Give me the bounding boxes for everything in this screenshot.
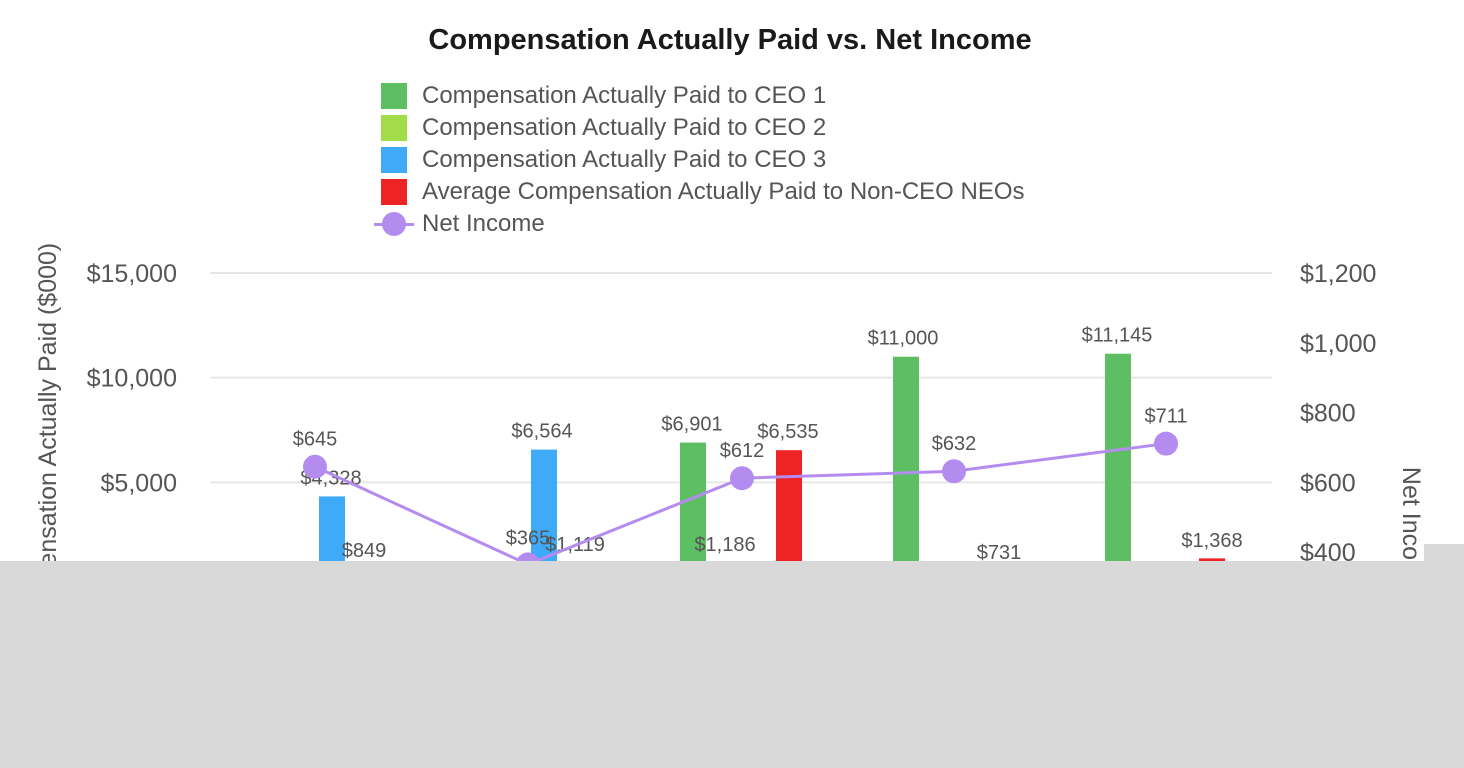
- net-income-point: [1154, 431, 1178, 456]
- neo-data-label: $1,368: [1181, 530, 1242, 552]
- legend-marker-net-income: [374, 211, 414, 237]
- gray-overlay-step: [1424, 544, 1464, 564]
- legend-swatch-ceo3: [381, 147, 407, 173]
- net-income-data-label: $645: [293, 429, 338, 451]
- chart-title: Compensation Actually Paid vs. Net Incom…: [428, 24, 1032, 56]
- y2-tick-label: $600: [1300, 469, 1356, 497]
- legend-item-ceo2: Compensation Actually Paid to CEO 2: [374, 112, 1025, 144]
- legend-label-ceo1: Compensation Actually Paid to CEO 1: [422, 82, 827, 109]
- bar-data-label: $6,901: [661, 414, 722, 436]
- neo-data-label: $849: [342, 540, 387, 562]
- net-income-data-label: $612: [720, 440, 765, 462]
- legend-label-neo: Average Compensation Actually Paid to No…: [422, 178, 1025, 205]
- neo-data-label: $1,186: [694, 534, 755, 556]
- y2-tick-label: $1,200: [1300, 260, 1376, 288]
- legend-label-net-income: Net Income: [422, 210, 545, 237]
- legend-item-neo: Average Compensation Actually Paid to No…: [374, 176, 1025, 208]
- legend-item-net-income: Net Income: [374, 208, 1025, 240]
- net-income-data-label: $711: [1144, 406, 1187, 428]
- legend-label-ceo3: Compensation Actually Paid to CEO 3: [422, 146, 827, 173]
- legend-swatch-ceo1: [381, 83, 407, 109]
- y-tick-label: $15,000: [87, 260, 177, 288]
- legend-swatch-ceo2: [381, 115, 407, 141]
- y-tick-label: $5,000: [101, 469, 177, 497]
- legend-swatch-neo: [381, 179, 407, 205]
- bar-data-label: $6,564: [511, 421, 572, 443]
- legend-item-ceo1: Compensation Actually Paid to CEO 1: [374, 80, 1025, 112]
- bar-data-label: $11,000: [868, 328, 939, 350]
- legend-item-ceo3: Compensation Actually Paid to CEO 3: [374, 144, 1025, 176]
- neo-data-label: $731: [977, 542, 1022, 564]
- y-tick-label: $10,000: [87, 365, 177, 393]
- bar: [1105, 353, 1131, 587]
- legend-label-ceo2: Compensation Actually Paid to CEO 2: [422, 114, 827, 141]
- net-income-point: [730, 466, 754, 491]
- chart-legend: Compensation Actually Paid to CEO 1 Comp…: [374, 80, 1025, 240]
- net-income-data-label: $632: [932, 433, 977, 455]
- y2-tick-label: $1,000: [1300, 330, 1376, 358]
- net-income-point: [942, 459, 966, 484]
- net-income-point: [303, 454, 327, 479]
- y2-tick-label: $800: [1300, 400, 1356, 428]
- bar-data-label: $11,145: [1082, 325, 1153, 347]
- bar-data-label: $6,535: [757, 421, 818, 443]
- gray-overlay: [0, 561, 1464, 768]
- net-income-data-label: $365: [506, 527, 551, 549]
